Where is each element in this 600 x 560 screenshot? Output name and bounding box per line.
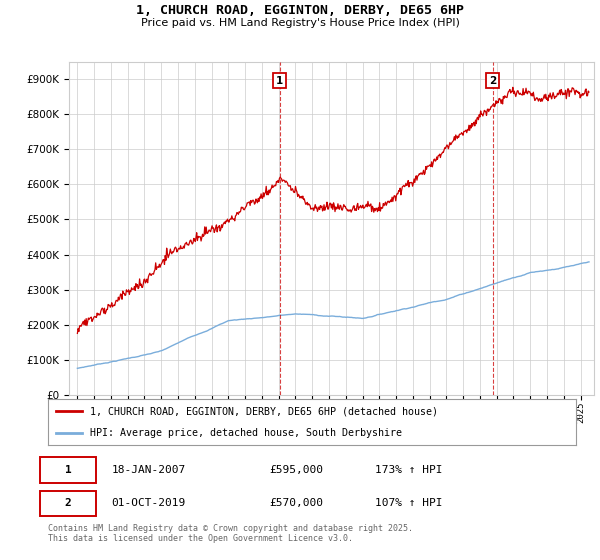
Text: 2: 2 [65,498,71,508]
FancyBboxPatch shape [40,491,95,516]
Text: HPI: Average price, detached house, South Derbyshire: HPI: Average price, detached house, Sout… [90,428,402,438]
Text: 01-OCT-2019: 01-OCT-2019 [112,498,185,508]
Text: £570,000: £570,000 [270,498,324,508]
FancyBboxPatch shape [40,457,95,483]
Text: £595,000: £595,000 [270,465,324,475]
Text: 2: 2 [489,76,496,86]
Text: 1: 1 [65,465,71,475]
Text: 107% ↑ HPI: 107% ↑ HPI [376,498,443,508]
Text: 1, CHURCH ROAD, EGGINTON, DERBY, DE65 6HP: 1, CHURCH ROAD, EGGINTON, DERBY, DE65 6H… [136,4,464,17]
Text: Contains HM Land Registry data © Crown copyright and database right 2025.
This d: Contains HM Land Registry data © Crown c… [48,524,413,543]
Text: Price paid vs. HM Land Registry's House Price Index (HPI): Price paid vs. HM Land Registry's House … [140,18,460,29]
Text: 173% ↑ HPI: 173% ↑ HPI [376,465,443,475]
Text: 18-JAN-2007: 18-JAN-2007 [112,465,185,475]
Text: 1: 1 [276,76,283,86]
Text: 1, CHURCH ROAD, EGGINTON, DERBY, DE65 6HP (detached house): 1, CHURCH ROAD, EGGINTON, DERBY, DE65 6H… [90,406,438,416]
